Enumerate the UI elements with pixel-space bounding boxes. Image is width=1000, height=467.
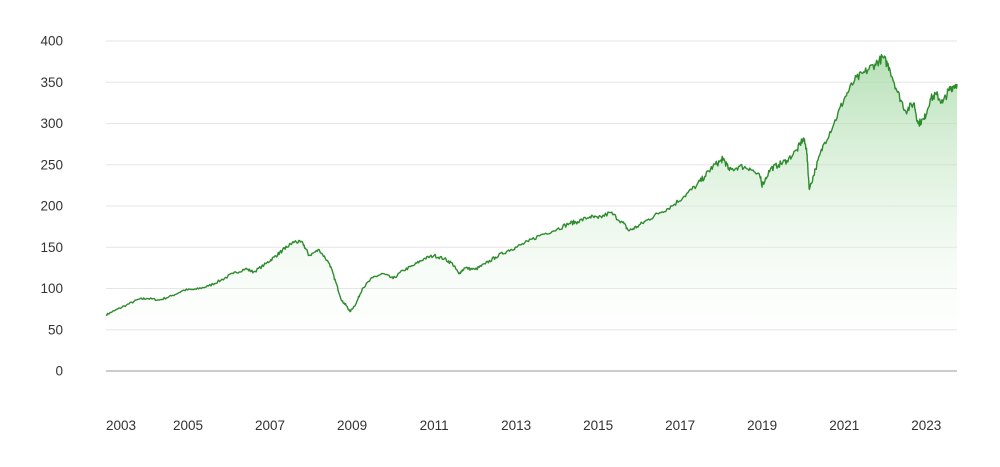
y-tick-label-250: 250 [40, 157, 63, 172]
x-tick-label-2007: 2007 [255, 418, 285, 433]
x-tick-label-2017: 2017 [665, 418, 695, 433]
x-tick-label-2023: 2023 [911, 418, 941, 433]
x-tick-label-2003: 2003 [106, 418, 136, 433]
y-tick-label-400: 400 [40, 34, 63, 49]
x-tick-label-2015: 2015 [583, 418, 613, 433]
series-line [105, 53, 958, 316]
x-axis-tick-labels: 2003 2005 2007 2009 2011 2013 2015 2017 2019 2021… [106, 418, 941, 433]
x-tick-label-2011: 2011 [420, 418, 449, 433]
area-fill-layer [106, 54, 957, 371]
y-axis-tick-labels: 0 50 100 150 200 250 300 350 400 [40, 34, 63, 379]
x-tick-label-2005: 2005 [173, 418, 203, 433]
y-tick-label-200: 200 [40, 199, 63, 214]
y-tick-label-350: 350 [40, 75, 63, 90]
y-tick-label-150: 150 [40, 240, 63, 255]
y-tick-label-100: 100 [40, 281, 63, 296]
series-area-fill [106, 54, 957, 371]
x-tick-label-2013: 2013 [501, 418, 531, 433]
x-tick-label-2009: 2009 [337, 418, 367, 433]
y-tick-label-50: 50 [48, 322, 63, 337]
series-line-layer [105, 53, 958, 316]
x-tick-label-2021: 2021 [829, 418, 859, 433]
y-tick-label-300: 300 [40, 116, 63, 131]
x-tick-label-2019: 2019 [747, 418, 777, 433]
y-tick-label-0: 0 [55, 364, 63, 379]
